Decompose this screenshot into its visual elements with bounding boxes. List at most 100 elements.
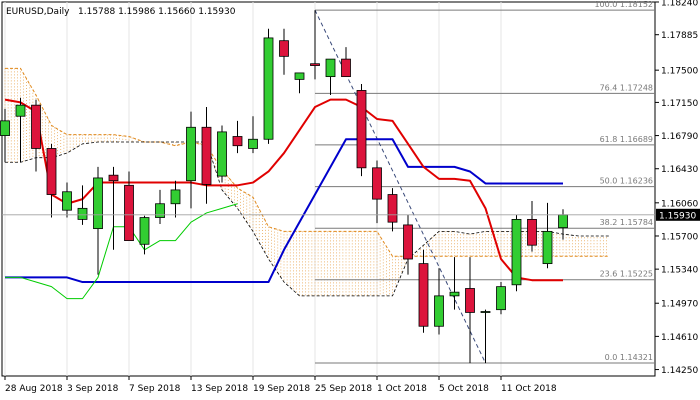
candle (387, 188, 398, 232)
candle-body-bear (356, 90, 367, 169)
candle-body-bear (418, 263, 429, 327)
y-tick-label: 1.17500 (661, 67, 698, 77)
candle (527, 200, 537, 252)
cloud-span-a (5, 67, 610, 257)
candle (294, 72, 305, 94)
candle-body-bull (449, 291, 460, 297)
candle (15, 97, 26, 163)
candle-body-bear (372, 167, 382, 200)
candle-body-bull (15, 104, 26, 117)
candle-body-bear (527, 218, 537, 246)
candle (0, 108, 10, 163)
y-tick-label: 1.16790 (661, 132, 698, 142)
fib-level-label: 0.0 1.14321 (605, 353, 653, 362)
y-tick-label: 1.17885 (661, 31, 698, 41)
candle (263, 28, 274, 144)
candle-body-bull (558, 214, 568, 229)
y-tick-label: 1.14970 (661, 300, 698, 310)
kijun-sen-line (5, 138, 563, 284)
candle-body-bull (155, 203, 165, 218)
candle (480, 309, 491, 364)
chikou-span-line (5, 203, 238, 300)
candle (341, 47, 351, 78)
candle-body-bull (0, 120, 10, 136)
candle-body-bull (139, 217, 150, 245)
candle-body-bear (232, 136, 243, 147)
x-tick-label: 3 Sep 2018 (67, 384, 119, 394)
candle (201, 107, 212, 204)
y-tick-label: 1.16060 (661, 199, 698, 209)
candle-body-bull (217, 131, 227, 177)
fib-level-label: 76.4 1.17248 (600, 83, 653, 92)
candle-body-bear (46, 148, 57, 195)
candle (449, 257, 460, 310)
y-tick-label: 1.15700 (661, 232, 698, 242)
y-tick-label: 1.16430 (661, 165, 698, 175)
candle-body-bull (248, 138, 258, 149)
fib-level-label: 38.2 1.15784 (600, 218, 653, 227)
candle (186, 111, 196, 209)
candle-body-bull (325, 58, 336, 78)
candle (124, 171, 134, 241)
current-price-label: 1.15930 (659, 211, 696, 221)
x-tick-label: 5 Oct 2018 (439, 384, 489, 394)
candle (93, 166, 103, 275)
candle (46, 143, 57, 218)
candle-body-bull (93, 177, 103, 230)
fib-level-label: 61.8 1.16689 (600, 135, 653, 144)
candle-body-bull (542, 230, 553, 265)
candle-body-bear (124, 184, 134, 241)
candle (217, 125, 227, 183)
candle (77, 185, 88, 225)
candle (170, 180, 181, 218)
candle (325, 58, 336, 96)
candle (139, 215, 150, 255)
candle-body-bull (186, 126, 196, 182)
chart-ohlc-label: 1.15788 1.15986 1.15660 1.15930 (78, 7, 236, 17)
candle-body-bull (62, 191, 72, 211)
candle-body-bear (201, 126, 212, 185)
candle (279, 28, 289, 75)
candle (62, 182, 72, 218)
x-tick-label: 1 Oct 2018 (377, 384, 427, 394)
candle-body-bear (387, 194, 398, 223)
x-tick-label: 25 Sep 2018 (315, 384, 372, 394)
y-tick-label: 1.15340 (661, 266, 698, 276)
candle (434, 268, 444, 335)
candle (108, 166, 119, 250)
candle-body-bear (31, 104, 41, 149)
candle (31, 99, 41, 172)
candle-body-bear (108, 174, 119, 182)
candle (232, 120, 243, 154)
candle-body-bull (480, 311, 491, 313)
candle (511, 214, 522, 292)
candle (155, 189, 165, 225)
candle (310, 10, 320, 80)
candle-body-bear (465, 288, 475, 313)
candle-body-bear (279, 40, 289, 57)
y-tick-label: 1.14610 (661, 333, 698, 343)
candle (542, 202, 553, 269)
y-tick-label: 1.14250 (661, 366, 698, 376)
candle-body-bull (170, 189, 181, 205)
candle-body-bull (77, 207, 88, 220)
candle (356, 83, 367, 177)
candle-body-bull (496, 286, 506, 311)
cloud-span-b (5, 141, 610, 297)
x-tick-label: 11 Oct 2018 (501, 384, 557, 394)
y-tick-label: 1.18240 (661, 0, 698, 9)
fib-level-label: 50.0 1.16236 (600, 177, 653, 186)
candle (465, 257, 475, 364)
candle (372, 160, 382, 224)
candle-body-bull (263, 37, 274, 140)
x-tick-label: 28 Aug 2018 (5, 384, 63, 394)
current-price-box (656, 208, 700, 221)
candle (248, 116, 258, 154)
candle-body-bear (403, 224, 413, 260)
candle-body-bear (341, 58, 351, 78)
y-tick-label: 1.17150 (661, 99, 698, 109)
candle (403, 214, 413, 275)
candle (418, 249, 429, 333)
